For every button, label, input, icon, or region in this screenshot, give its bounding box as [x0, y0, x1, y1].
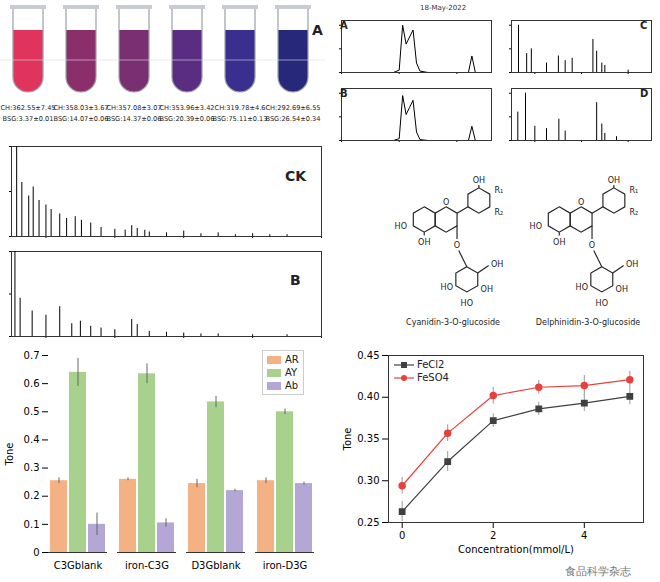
html-text:FeSO4: FeSO4	[417, 372, 449, 383]
svg-text:BSG:26.54±0.34: BSG:26.54±0.34	[265, 115, 320, 123]
html-text:B: B	[340, 88, 348, 99]
svg-text:R₁: R₁	[494, 186, 503, 195]
html-text:A: A	[312, 22, 323, 38]
svg-text:OH: OH	[481, 285, 493, 294]
svg-text:0.45: 0.45	[357, 350, 379, 361]
svg-text:2: 2	[490, 530, 496, 541]
svg-text:CH:358.03±3.67: CH:358.03±3.67	[53, 104, 108, 112]
html-text:A: A	[340, 20, 348, 31]
svg-text:0.4: 0.4	[24, 434, 40, 445]
svg-text:iron-C3G: iron-C3G	[125, 560, 169, 571]
svg-text:Tone: Tone	[342, 427, 353, 451]
html-text:B: B	[290, 272, 301, 288]
svg-text:0.25: 0.25	[357, 517, 379, 528]
svg-text:0: 0	[33, 547, 39, 558]
svg-text:OH: OH	[473, 176, 485, 185]
svg-text:OH: OH	[553, 238, 565, 247]
svg-text:4: 4	[581, 530, 587, 541]
html-text:食品科学杂志: 食品科学杂志	[565, 565, 631, 578]
svg-text:HO: HO	[395, 222, 407, 231]
svg-text:0.40: 0.40	[357, 391, 379, 402]
svg-text:HO: HO	[576, 283, 588, 292]
svg-text:0.5: 0.5	[24, 406, 40, 417]
svg-text:OH: OH	[616, 285, 628, 294]
html-text:FeCl2: FeCl2	[417, 359, 445, 370]
html-text:CK: CK	[285, 168, 307, 184]
svg-text:Tone: Tone	[4, 442, 15, 466]
svg-text:R₂: R₂	[494, 208, 503, 217]
svg-text:CH:292.69±6.55: CH:292.69±6.55	[265, 104, 320, 112]
html-text:AR: AR	[285, 354, 299, 365]
svg-text:CH:319.78±4.6: CH:319.78±4.6	[215, 104, 266, 112]
html-text:D: D	[640, 88, 649, 99]
svg-text:D3Gblank: D3Gblank	[191, 560, 240, 571]
svg-text:HO: HO	[596, 299, 608, 308]
svg-text:BSG:14.07±0.06: BSG:14.07±0.06	[53, 115, 108, 123]
svg-text:HO: HO	[461, 299, 473, 308]
svg-text:O: O	[589, 241, 595, 250]
svg-text:0.7: 0.7	[24, 350, 40, 361]
svg-text:OH: OH	[626, 260, 638, 269]
svg-text:Cyanidin-3-O-glucoside: Cyanidin-3-O-glucoside	[406, 318, 500, 327]
svg-text:O: O	[443, 198, 449, 207]
html-text:Ab: Ab	[285, 380, 299, 391]
html-text:AY: AY	[285, 367, 298, 378]
svg-text:CH:362.55±7.45: CH:362.55±7.45	[0, 104, 55, 112]
svg-text:OH: OH	[491, 260, 503, 269]
svg-text:0.1: 0.1	[24, 519, 40, 530]
svg-text:Concentration(mmol/L): Concentration(mmol/L)	[458, 544, 574, 555]
svg-text:0.2: 0.2	[24, 490, 40, 501]
svg-text:CH:357.08±3.07: CH:357.08±3.07	[106, 104, 161, 112]
svg-text:R₂: R₂	[629, 208, 638, 217]
svg-text:iron-D3G: iron-D3G	[263, 560, 308, 571]
svg-text:HO: HO	[530, 222, 542, 231]
svg-text:0.35: 0.35	[357, 433, 379, 444]
svg-text:0: 0	[399, 530, 405, 541]
svg-text:0.30: 0.30	[357, 475, 379, 486]
svg-text:Delphinidin-3-O-glucoside: Delphinidin-3-O-glucoside	[536, 318, 641, 327]
svg-text:0.6: 0.6	[24, 378, 40, 389]
html-text:18-May-2022: 18-May-2022	[420, 4, 467, 12]
svg-text:OH: OH	[608, 176, 620, 185]
svg-text:R₁: R₁	[629, 186, 638, 195]
svg-text:O: O	[454, 241, 460, 250]
svg-text:0.3: 0.3	[24, 462, 40, 473]
svg-text:CH:353.96±3.42: CH:353.96±3.42	[159, 104, 214, 112]
svg-text:HO: HO	[441, 283, 453, 292]
html-text:C: C	[640, 20, 648, 31]
svg-text:OH: OH	[418, 238, 430, 247]
svg-text:C3Gblank: C3Gblank	[54, 560, 103, 571]
svg-text:BSG:14.37±0.06: BSG:14.37±0.06	[106, 115, 161, 123]
svg-text:BSG:75.11±0.13: BSG:75.11±0.13	[212, 115, 267, 123]
svg-text:O: O	[578, 198, 584, 207]
svg-text:BSG:3.37±0.01: BSG:3.37±0.01	[3, 115, 54, 123]
svg-text:BSG:20.39±0.06: BSG:20.39±0.06	[159, 115, 214, 123]
